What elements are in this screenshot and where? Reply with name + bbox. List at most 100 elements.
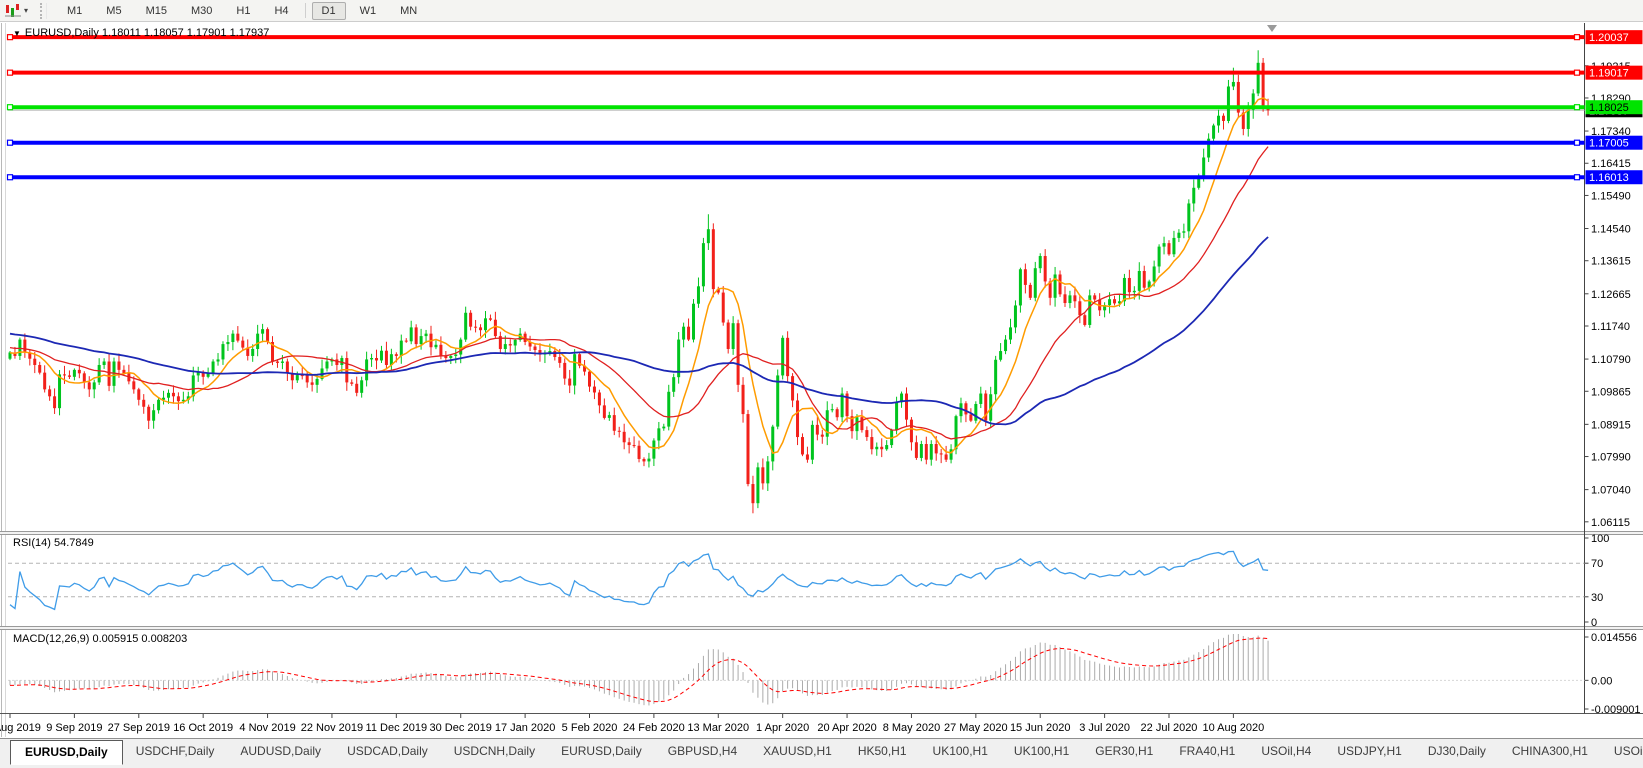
macd-histogram bbox=[9, 634, 1269, 706]
hline-handle bbox=[6, 34, 14, 41]
macd-panel: 0.014556 0.00 -0.009001 bbox=[8, 632, 1641, 716]
chart-mode-dropdown-icon[interactable]: ▾ bbox=[24, 6, 29, 15]
price-tick-label: 1.16415 bbox=[1591, 158, 1631, 170]
timeframe-button-d1[interactable]: D1 bbox=[311, 1, 346, 20]
rsi-line bbox=[9, 550, 1269, 611]
chart-tab-usdcad-daily[interactable]: USDCAD,Daily bbox=[347, 744, 428, 758]
timeframe-toolbar: ▾ M1 M5 M15 M30 H1 H4 D1 W1 MN bbox=[0, 0, 1643, 22]
date-tick-label: 15 Jun 2020 bbox=[1010, 722, 1071, 734]
chart-tab-uk100-h1[interactable]: UK100,H1 bbox=[1013, 744, 1070, 758]
timeframe-button-w1[interactable]: W1 bbox=[359, 4, 377, 17]
hline-1.16013[interactable] bbox=[6, 174, 1585, 181]
chart-tab-ger30-h1[interactable]: GER30,H1 bbox=[1095, 744, 1154, 758]
date-tick-label: 27 Sep 2019 bbox=[108, 722, 170, 734]
chart-tab-usdjpy-h1[interactable]: USDJPY,H1 bbox=[1337, 744, 1402, 758]
hline-handle bbox=[6, 139, 14, 146]
chart-tab-uk100-h1[interactable]: UK100,H1 bbox=[932, 744, 988, 758]
svg-text:1.17005: 1.17005 bbox=[1589, 138, 1629, 150]
timeframe-button-mn[interactable]: MN bbox=[400, 4, 418, 17]
svg-text:1.19017: 1.19017 bbox=[1589, 68, 1629, 80]
date-tick-label: 20 Apr 2020 bbox=[817, 722, 876, 734]
price-tick-label: 1.07990 bbox=[1591, 452, 1631, 464]
date-tick-label: 5 Feb 2020 bbox=[562, 722, 618, 734]
chart-tab-audusd-daily[interactable]: AUDUSD,Daily bbox=[240, 744, 322, 758]
chart-tab-hk50-h1[interactable]: HK50,H1 bbox=[857, 744, 907, 758]
hline-handle bbox=[6, 104, 14, 111]
hline-price-tag: 1.16013 bbox=[1585, 170, 1643, 185]
price-tick-label: 1.14540 bbox=[1591, 224, 1631, 236]
date-tick-label: 4 Nov 2019 bbox=[239, 722, 295, 734]
timeframe-button-h4[interactable]: H4 bbox=[274, 4, 289, 17]
toolbar-grip[interactable] bbox=[40, 2, 48, 19]
date-tick-label: 3 Jul 2020 bbox=[1079, 722, 1130, 734]
rsi-tick-label: 70 bbox=[1591, 558, 1603, 570]
price-tick-label: 1.08915 bbox=[1591, 419, 1631, 431]
chart-tab-eurusd-daily[interactable]: EURUSD,Daily bbox=[561, 744, 642, 758]
hline-handle bbox=[1573, 139, 1581, 146]
chart-mode-icon[interactable] bbox=[3, 3, 23, 19]
horizontal-lines[interactable] bbox=[6, 34, 1585, 181]
timeframe-button-h1[interactable]: H1 bbox=[236, 4, 251, 17]
date-tick-label: 1 Apr 2020 bbox=[756, 722, 809, 734]
moving-average-8 bbox=[9, 97, 1269, 454]
chart-tab-bar: EURUSD,Daily USDCHF,Daily AUDUSD,Daily USDC… bbox=[0, 738, 1643, 768]
chart-tab-usoil-h1[interactable]: USOil,H1 bbox=[1613, 744, 1643, 758]
hline-handle bbox=[1573, 69, 1581, 76]
hline-1.19017[interactable] bbox=[6, 69, 1585, 76]
chart-tab-fra40-h1[interactable]: FRA40,H1 bbox=[1179, 744, 1236, 758]
chart-object-marker-icon[interactable]: ▼ bbox=[13, 29, 21, 38]
svg-text:1.20037: 1.20037 bbox=[1589, 32, 1629, 44]
price-tick-label: 1.15490 bbox=[1591, 190, 1631, 202]
chart-tab-eurusd-daily[interactable]: EURUSD,Daily bbox=[10, 740, 123, 765]
chart-tab-xauusd-h1[interactable]: XAUUSD,H1 bbox=[763, 744, 832, 758]
rsi-tick-label: 30 bbox=[1591, 592, 1603, 604]
main-chart-panel bbox=[8, 50, 1585, 514]
timeframe-button-m30[interactable]: M30 bbox=[190, 4, 213, 17]
macd-tick-label: 0.00 bbox=[1591, 675, 1612, 687]
price-tick-label: 1.07040 bbox=[1591, 485, 1631, 497]
chart-tab-china300-h1[interactable]: CHINA300,H1 bbox=[1511, 744, 1588, 758]
date-tick-label: 13 Mar 2020 bbox=[687, 722, 749, 734]
hline-handle bbox=[6, 174, 14, 181]
chart-tab-usdcnh-daily[interactable]: USDCNH,Daily bbox=[453, 744, 536, 758]
timeframe-button-m1[interactable]: M1 bbox=[67, 4, 83, 17]
hline-1.17005[interactable] bbox=[6, 139, 1585, 146]
price-tick-label: 1.13615 bbox=[1591, 256, 1631, 268]
hline-handle bbox=[1573, 34, 1581, 41]
chart-tab-gbpusd-h4[interactable]: GBPUSD,H4 bbox=[667, 744, 738, 758]
svg-text:1.18025: 1.18025 bbox=[1589, 102, 1629, 114]
moving-average-55 bbox=[9, 236, 1269, 426]
chart-area: 1.192151.182901.173401.164151.154901.145… bbox=[0, 23, 1643, 738]
hline-handle bbox=[6, 69, 14, 76]
date-tick-label: 16 Oct 2019 bbox=[173, 722, 233, 734]
hline-price-tag: 1.20037 bbox=[1585, 30, 1643, 45]
chart-canvas[interactable]: 1.192151.182901.173401.164151.154901.145… bbox=[0, 23, 1643, 738]
date-tick-label: 9 Sep 2019 bbox=[46, 722, 102, 734]
chart-tab-usoil-h4[interactable]: USOil,H4 bbox=[1261, 744, 1312, 758]
timeframe-buttons: M1 M5 M15 M30 H1 H4 D1 W1 MN bbox=[55, 1, 429, 20]
date-tick-label: 21 Aug 2019 bbox=[0, 722, 41, 734]
moving-average-21 bbox=[9, 146, 1269, 440]
price-tick-label: 1.11740 bbox=[1591, 321, 1630, 333]
chart-shift-marker-icon bbox=[1267, 25, 1277, 32]
chart-window-chrome bbox=[0, 23, 1643, 737]
date-tick-label: 22 Nov 2019 bbox=[301, 722, 363, 734]
rsi-tick-label: 0 bbox=[1591, 617, 1597, 629]
hline-handle bbox=[1573, 104, 1581, 111]
date-tick-label: 24 Feb 2020 bbox=[623, 722, 685, 734]
date-tick-label: 11 Dec 2019 bbox=[366, 722, 428, 734]
timeframe-button-m15[interactable]: M15 bbox=[145, 4, 167, 17]
date-tick-label: 8 May 2020 bbox=[883, 722, 940, 734]
chart-tab-usdchf-daily[interactable]: USDCHF,Daily bbox=[135, 744, 215, 758]
timeframe-button-m5[interactable]: M5 bbox=[106, 4, 122, 17]
price-tick-label: 1.17340 bbox=[1591, 126, 1631, 138]
price-tick-label: 1.09865 bbox=[1591, 386, 1631, 398]
macd-tick-label: -0.009001 bbox=[1591, 704, 1641, 716]
chart-tab-dj30-daily[interactable]: DJ30,Daily bbox=[1427, 744, 1486, 758]
hline-1.18025[interactable] bbox=[6, 104, 1585, 111]
date-tick-label: 22 Jul 2020 bbox=[1141, 722, 1198, 734]
candlestick-series bbox=[8, 50, 1270, 514]
hline-1.20037[interactable] bbox=[6, 34, 1585, 41]
macd-indicator-label: MACD(12,26,9) 0.005915 0.008203 bbox=[13, 633, 188, 645]
